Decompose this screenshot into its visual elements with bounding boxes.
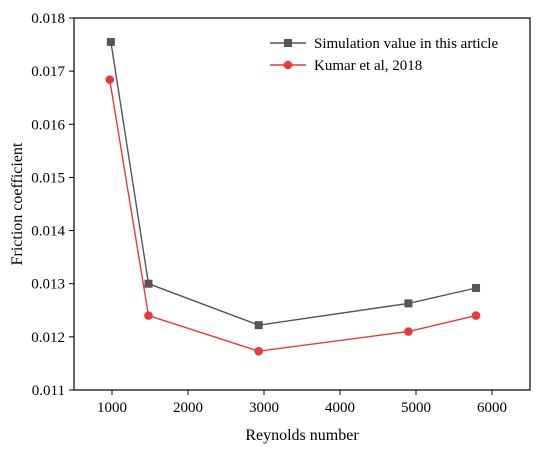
x-axis-title: Reynolds number — [245, 427, 359, 444]
y-tick-label: 0.011 — [32, 383, 65, 399]
y-tick-label: 0.014 — [31, 224, 65, 240]
data-point — [254, 346, 263, 356]
series-layer — [105, 37, 481, 356]
data-point — [404, 327, 413, 336]
x-tick-label: 1000 — [97, 400, 127, 416]
data-point — [471, 311, 481, 320]
legend-item: Kumar et al, 2018 — [270, 58, 422, 74]
y-tick-label: 0.017 — [31, 64, 65, 80]
series-line — [110, 41, 477, 326]
x-tick-label: 4000 — [325, 400, 355, 416]
legend: Simulation value in this article Kumar et… — [270, 36, 498, 74]
legend-marker — [284, 39, 292, 47]
y-tick-label: 0.015 — [31, 170, 65, 186]
y-tick-label: 0.012 — [31, 330, 65, 346]
data-point — [404, 299, 413, 308]
data-point — [106, 37, 115, 46]
series-2 — [105, 75, 481, 356]
axis-ticks: 1000 2000 3000 4000 5000 6000 0.011 0.012 0.013 0… — [31, 11, 507, 416]
x-tick-label: 3000 — [249, 400, 279, 416]
x-tick-label: 2000 — [173, 400, 203, 416]
x-tick-label: 6000 — [477, 400, 507, 416]
plot-border — [73, 17, 531, 391]
legend-item: Simulation value in this article — [270, 36, 498, 52]
data-point — [254, 321, 263, 330]
legend-label: Simulation value in this article — [314, 36, 498, 52]
legend-label: Kumar et al, 2018 — [314, 58, 422, 74]
data-point — [472, 283, 481, 292]
data-point — [144, 279, 153, 288]
y-tick-label: 0.016 — [31, 117, 65, 133]
legend-marker — [283, 60, 293, 70]
y-axis-title: Friction coefficient — [9, 142, 26, 265]
y-tick-label: 0.013 — [31, 277, 65, 293]
data-point — [105, 75, 115, 84]
series-1 — [106, 37, 481, 330]
y-tick-label: 0.018 — [31, 11, 65, 27]
series-line — [109, 79, 477, 352]
data-point — [144, 311, 153, 320]
x-tick-label: 5000 — [401, 400, 431, 416]
plot-frame — [73, 17, 531, 391]
